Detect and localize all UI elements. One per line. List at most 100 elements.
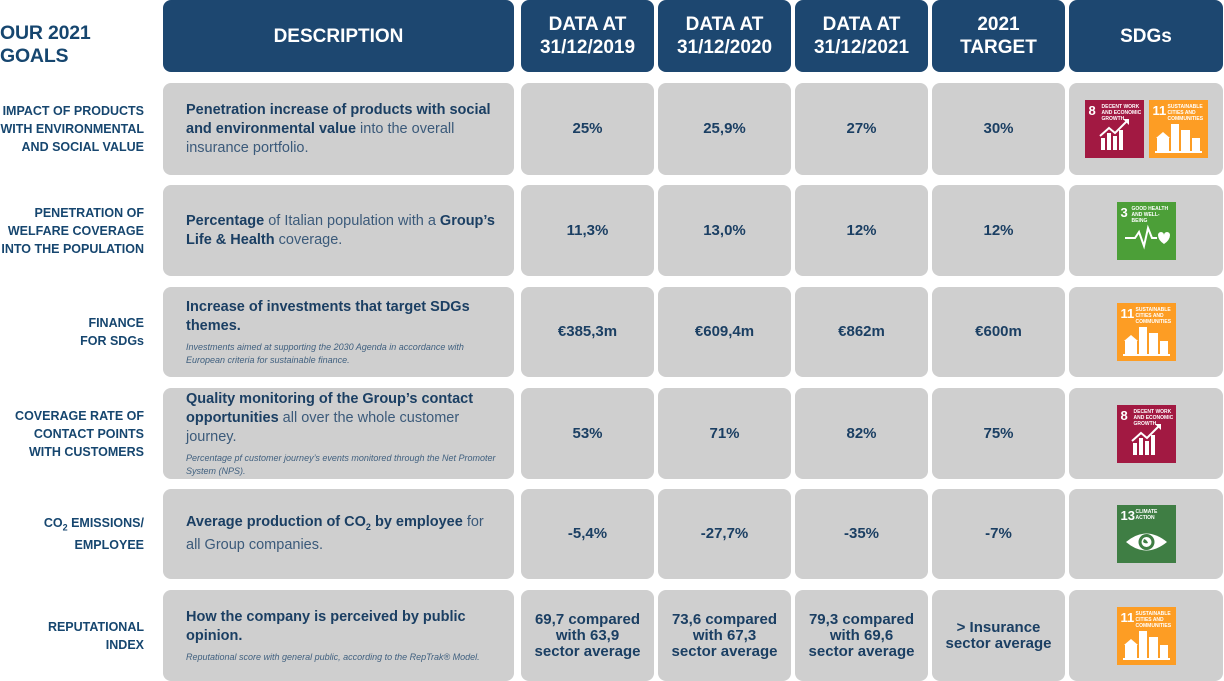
value-2021: €862m: [795, 287, 928, 377]
value-2019: 69,7 compared with 63,9 sector average: [521, 590, 654, 681]
sdg-caption: CLIMATE ACTION: [1135, 509, 1158, 521]
sdg-cell: 11 SUSTAINABLE CITIES AND COMMUNITIES: [1069, 590, 1223, 681]
value-2020: 25,9%: [658, 83, 791, 175]
value-text: €862m: [838, 323, 885, 340]
sdg-caption: SUSTAINABLE CITIES AND COMMUNITIES: [1135, 610, 1172, 629]
value-text: -35%: [843, 525, 880, 542]
value-2020: 73,6 compared with 67,3 sector average: [658, 590, 791, 681]
sdg-cell: 3 GOOD HEALTH AND WELL-BEING: [1069, 185, 1223, 276]
sdg-3-tile: 3 GOOD HEALTH AND WELL-BEING: [1116, 201, 1176, 260]
value-target: 30%: [932, 83, 1065, 175]
sdg-11-tile: 11 SUSTAINABLE CITIES AND COMMUNITIES: [1116, 303, 1176, 361]
description-text: Penetration increase of products with so…: [186, 101, 496, 158]
description-bold: Percentage: [186, 212, 265, 229]
row-label-welfare: PENETRATION OF WELFARE COVERAGE INTO THE…: [0, 185, 144, 276]
description-bold: Quality monitoring of the Group’s contac…: [186, 390, 474, 426]
sdg-cell: 8 DECENT WORK AND ECONOMIC GROWTH 11 SUS…: [1069, 83, 1223, 175]
row-label-text: REPUTATIONAL INDEX: [47, 619, 144, 652]
description-note: Reputational score with general public, …: [186, 651, 480, 662]
value-text: 25,9%: [703, 120, 746, 137]
row-label-text: IMPACT OF PRODUCTS WITH ENVIRONMENTAL AN…: [0, 104, 144, 154]
description-note: Investments aimed at supporting the 2030…: [186, 341, 464, 365]
city-buildings-icon: [1122, 630, 1170, 660]
value-text: €385,3m: [557, 323, 618, 340]
sdg-caption: SUSTAINABLE CITIES AND COMMUNITIES: [1135, 307, 1172, 325]
row-label-emissions: CO2 EMISSIONS/ EMPLOYEE: [0, 489, 144, 579]
sdg-11-tile: 11 SUSTAINABLE CITIES AND COMMUNITIES: [1148, 100, 1208, 158]
sdg-caption: DECENT WORK AND ECONOMIC GROWTH: [1101, 104, 1142, 122]
header-2020: DATA AT 31/12/2020: [658, 0, 791, 72]
description-cell: Quality monitoring of the Group’s contac…: [163, 388, 514, 479]
row-label-products: IMPACT OF PRODUCTS WITH ENVIRONMENTAL AN…: [0, 83, 144, 175]
value-2020: 13,0%: [658, 185, 791, 276]
row-label-text: CO2 EMISSIONS/ EMPLOYEE: [44, 514, 144, 555]
description-text: How the company is perceived by public o…: [186, 608, 496, 646]
description-text: Quality monitoring of the Group’s contac…: [186, 390, 496, 447]
sdg-caption: SUSTAINABLE CITIES AND COMMUNITIES: [1167, 104, 1204, 122]
value-2019: €385,3m: [521, 287, 654, 377]
description-cell: Increase of investments that target SDGs…: [163, 287, 514, 377]
sdg-8-tile: 8 DECENT WORK AND ECONOMIC GROWTH: [1116, 404, 1176, 463]
sdg-cell: 13 CLIMATE ACTION: [1069, 489, 1223, 579]
value-text: 75%: [983, 424, 1014, 442]
sdg-8-tile: 8 DECENT WORK AND ECONOMIC GROWTH: [1084, 100, 1144, 158]
value-text: 71%: [709, 424, 740, 442]
sdg-13-tile: 13 CLIMATE ACTION: [1116, 505, 1176, 563]
row-label-text: PENETRATION OF WELFARE COVERAGE INTO THE…: [1, 205, 144, 256]
description-cell: Average production of CO2 by employee fo…: [163, 489, 514, 579]
header-2019-label: DATA AT 31/12/2019: [539, 14, 636, 58]
value-text: 13,0%: [703, 221, 746, 239]
description-rest: for all Group companies.: [186, 513, 484, 554]
value-2021: 79,3 compared with 69,6 sector average: [795, 590, 928, 681]
header-description: DESCRIPTION: [163, 0, 514, 72]
header-target: 2021 TARGET: [932, 0, 1065, 72]
sdg-number: 11: [1120, 609, 1135, 625]
value-text: 69,7 compared with 63,9 sector average: [534, 610, 641, 660]
description-bold: Penetration increase of products with so…: [186, 101, 491, 137]
value-text: 12%: [983, 221, 1014, 239]
description-bold: How the company is perceived by public o…: [186, 608, 466, 644]
value-text: -5,4%: [567, 525, 608, 542]
description-rest: coverage.: [274, 231, 343, 248]
header-description-label: DESCRIPTION: [273, 25, 404, 47]
value-text: 53%: [572, 424, 603, 442]
label-emissions: EMISSIONS/ EMPLOYEE: [71, 515, 144, 553]
value-2019: 53%: [521, 388, 654, 479]
value-target: 12%: [932, 185, 1065, 276]
sdg-number: 8: [1120, 407, 1128, 423]
value-2019: 11,3%: [521, 185, 654, 276]
growth-chart-icon: [1098, 119, 1129, 150]
description-rest: all over the whole customer journey.: [186, 409, 460, 445]
value-2020: €609,4m: [658, 287, 791, 377]
value-text: €600m: [975, 323, 1022, 340]
city-buildings-icon: [1154, 124, 1202, 153]
description-bold: Average production of CO: [186, 513, 366, 530]
value-2020: 71%: [658, 388, 791, 479]
heartbeat-icon: [1124, 224, 1170, 250]
value-text: 27%: [846, 120, 877, 137]
value-2021: 12%: [795, 185, 928, 276]
sdg-caption: DECENT WORK AND ECONOMIC GROWTH: [1133, 408, 1174, 427]
description-text: Average production of CO2 by employee fo…: [186, 513, 496, 556]
city-buildings-icon: [1122, 327, 1170, 356]
description-note: Percentage pf customer journey’s events …: [186, 452, 496, 476]
description-cell: How the company is perceived by public o…: [163, 590, 514, 681]
value-text: 79,3 compared with 69,6 sector average: [808, 610, 915, 660]
header-2020-label: DATA AT 31/12/2020: [676, 14, 773, 58]
description-bold: Increase of investments that target SDGs…: [186, 298, 470, 334]
label-co: CO: [43, 515, 63, 530]
value-text: €609,4m: [694, 323, 755, 340]
value-2021: 82%: [795, 388, 928, 479]
description-text: Percentage of Italian population with a …: [186, 212, 496, 250]
value-2020: -27,7%: [658, 489, 791, 579]
description-bold: by employee: [370, 513, 463, 530]
value-2019: 25%: [521, 83, 654, 175]
description-cell: Percentage of Italian population with a …: [163, 185, 514, 276]
value-target: 75%: [932, 388, 1065, 479]
row-label-coverage: COVERAGE RATE OF CONTACT POINTS WITH CUS…: [0, 388, 144, 479]
value-text: 25%: [572, 120, 603, 137]
value-target: €600m: [932, 287, 1065, 377]
value-2019: -5,4%: [521, 489, 654, 579]
description-rest: of Italian population with a: [264, 212, 440, 229]
value-2021: -35%: [795, 489, 928, 579]
